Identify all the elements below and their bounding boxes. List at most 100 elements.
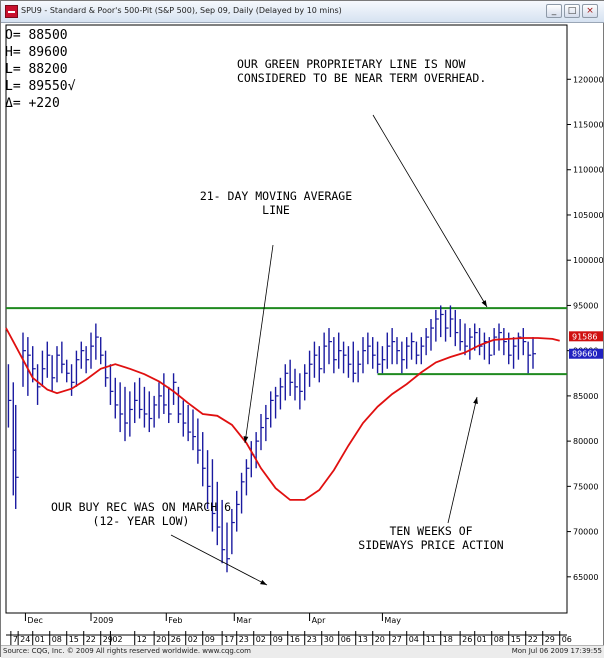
day-tick-label: 29 xyxy=(103,635,113,644)
day-tick-label: 15 xyxy=(69,635,79,644)
day-tick-label: 18 xyxy=(443,635,453,644)
day-tick-label: 7 xyxy=(13,635,18,644)
moving-average-note-line-1: 21- DAY MOVING AVERAGE xyxy=(199,189,353,203)
y-tick-label: 100000 xyxy=(573,256,604,265)
buy-rec-arrow xyxy=(170,534,268,586)
day-tick-label: 22 xyxy=(86,635,96,644)
month-label: Feb xyxy=(168,616,182,625)
ohlc-value: 89600 xyxy=(20,45,68,60)
footer-source: Source: CQG, Inc. © 2009 All rights rese… xyxy=(3,647,251,655)
footer-timestamp: Mon Jul 06 2009 17:39:55 xyxy=(511,647,602,655)
status-footer: Source: CQG, Inc. © 2009 All rights rese… xyxy=(1,645,604,658)
ohlc-row: O= 88500 xyxy=(5,27,75,44)
moving-average-note: 21- DAY MOVING AVERAGE LINE xyxy=(191,189,361,217)
y-tick-label: 70000 xyxy=(573,528,598,537)
title-bar[interactable]: SPU9 - Standard & Poor's 500-Pit (S&P 50… xyxy=(1,1,604,23)
day-tick-label: 22 xyxy=(528,635,538,644)
moving-average-line xyxy=(5,327,560,501)
minimize-button[interactable]: _ xyxy=(546,4,562,18)
day-tick-label: 02 xyxy=(188,635,198,644)
ohlc-row: L= 88200 xyxy=(5,61,75,78)
day-tick-label: 20 xyxy=(156,635,166,644)
green-line-arrow-head xyxy=(481,300,487,307)
green-line-note: OUR GREEN PROPRIETARY LINE IS NOW CONSID… xyxy=(237,57,486,85)
buy-rec-note-line-1: OUR BUY REC WAS ON MARCH 6 xyxy=(50,500,231,514)
y-tick-label: 95000 xyxy=(573,301,598,310)
buy-rec-note-line-2: (12- YEAR LOW) xyxy=(92,514,190,528)
day-tick-label: 09 xyxy=(273,635,283,644)
day-tick-label: 12 xyxy=(137,635,147,644)
ohlc-label: L= xyxy=(5,62,21,77)
maximize-button[interactable]: □ xyxy=(564,4,580,18)
y-tick-label: 65000 xyxy=(573,573,598,582)
price-badge xyxy=(569,348,603,359)
day-tick-label: 11 xyxy=(426,635,436,644)
ohlc-readout: O= 88500 H= 89600 L= 88200 L= 89550√ Δ= +220 xyxy=(5,27,75,112)
ohlc-value: 88200 xyxy=(20,62,68,77)
day-tick-label: 06 xyxy=(562,635,572,644)
day-tick-label: 24 xyxy=(20,635,30,644)
moving-average-arrow xyxy=(244,244,274,444)
plot-frame xyxy=(5,24,568,614)
day-tick-label: 08 xyxy=(52,635,62,644)
day-tick-label: 29 xyxy=(545,635,555,644)
ohlc-value: +220 xyxy=(20,96,60,111)
ohlc-value: 89550√ xyxy=(20,79,76,94)
buy-rec-note: OUR BUY REC WAS ON MARCH 6 (12- YEAR LOW… xyxy=(29,500,253,528)
day-tick-label: 15 xyxy=(511,635,521,644)
month-label: May xyxy=(384,616,401,625)
day-tick-label: 02 xyxy=(112,635,122,644)
price-badge xyxy=(569,331,603,342)
day-tick-label: 26 xyxy=(462,635,472,644)
close-button[interactable]: × xyxy=(582,4,598,18)
ohlc-label: Δ= xyxy=(5,96,21,111)
day-tick-label: 13 xyxy=(358,635,368,644)
day-tick-label: 26 xyxy=(171,635,181,644)
sideways-action-note-line-1: TEN WEEKS OF xyxy=(389,524,473,538)
y-tick-label: 85000 xyxy=(573,392,598,401)
y-tick-label: 75000 xyxy=(573,482,598,491)
month-label: 2009 xyxy=(93,616,113,625)
month-label: Apr xyxy=(312,616,327,625)
y-tick-label: 120000 xyxy=(573,75,604,84)
day-tick-label: 27 xyxy=(392,635,402,644)
moving-average-arrow-head xyxy=(243,436,249,443)
ohlc-label: L= xyxy=(5,79,21,94)
sideways-action-note-line-2: SIDEWAYS PRICE ACTION xyxy=(358,538,504,552)
ohlc-value: 88500 xyxy=(20,28,68,43)
day-tick-label: 23 xyxy=(307,635,317,644)
ohlc-label: H= xyxy=(5,45,21,60)
y-tick-label: 105000 xyxy=(573,211,604,220)
green-line-note-line-2: CONSIDERED TO BE NEAR TERM OVERHEAD. xyxy=(237,71,487,85)
price-badge-label: 91586 xyxy=(572,332,597,341)
day-tick-label: 20 xyxy=(375,635,385,644)
sideways-action-arrow-head xyxy=(473,397,478,404)
sideways-action-arrow xyxy=(447,396,478,524)
price-chart[interactable]: 6500070000750008000085000900009500010000… xyxy=(1,23,604,645)
y-tick-label: 115000 xyxy=(573,121,604,130)
month-label: Mar xyxy=(236,616,252,625)
y-tick-label: 110000 xyxy=(573,166,604,175)
day-tick-label: 17 xyxy=(224,635,234,644)
day-tick-label: 23 xyxy=(239,635,249,644)
day-tick-label: 01 xyxy=(35,635,45,644)
buy-rec-arrow-head xyxy=(260,579,267,585)
day-tick-label: 01 xyxy=(477,635,487,644)
month-label: Dec xyxy=(27,616,42,625)
moving-average-note-line-2: LINE xyxy=(262,203,290,217)
ohlc-row: Δ= +220 xyxy=(5,95,75,112)
day-tick-label: 09 xyxy=(205,635,215,644)
sideways-action-note: TEN WEEKS OF SIDEWAYS PRICE ACTION xyxy=(351,524,511,552)
day-tick-label: 30 xyxy=(324,635,334,644)
price-badge-label: 89660 xyxy=(572,350,597,359)
day-tick-label: 02 xyxy=(256,635,266,644)
day-tick-label: 08 xyxy=(494,635,504,644)
day-tick-label: 16 xyxy=(290,635,300,644)
day-tick-label: 04 xyxy=(409,635,419,644)
day-tick-label: 06 xyxy=(341,635,351,644)
green-line-note-line-1: OUR GREEN PROPRIETARY LINE IS NOW xyxy=(237,57,466,71)
green-line-arrow xyxy=(372,114,488,308)
window-title: SPU9 - Standard & Poor's 500-Pit (S&P 50… xyxy=(21,6,342,15)
app-icon xyxy=(5,5,18,18)
